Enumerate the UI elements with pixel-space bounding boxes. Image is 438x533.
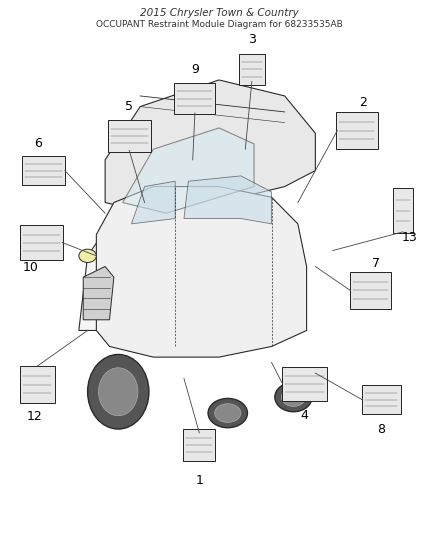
Text: OCCUPANT Restraint Module Diagram for 68233535AB: OCCUPANT Restraint Module Diagram for 68…	[95, 20, 343, 29]
Text: 5: 5	[125, 100, 133, 113]
Polygon shape	[96, 251, 272, 320]
FancyBboxPatch shape	[183, 430, 215, 461]
Text: 3: 3	[248, 34, 256, 46]
Text: 2: 2	[360, 96, 367, 109]
Text: 8: 8	[377, 423, 385, 435]
FancyBboxPatch shape	[362, 385, 400, 414]
Text: 13: 13	[402, 231, 417, 244]
FancyBboxPatch shape	[393, 188, 413, 233]
Polygon shape	[123, 128, 254, 213]
Text: 12: 12	[27, 410, 43, 423]
Polygon shape	[83, 266, 114, 320]
Text: 9: 9	[191, 63, 199, 76]
Circle shape	[99, 368, 138, 416]
FancyBboxPatch shape	[20, 225, 64, 260]
FancyBboxPatch shape	[20, 367, 54, 403]
Ellipse shape	[208, 399, 247, 427]
Ellipse shape	[215, 404, 241, 422]
FancyBboxPatch shape	[174, 83, 215, 115]
Text: 10: 10	[23, 261, 39, 274]
Polygon shape	[184, 176, 272, 224]
Polygon shape	[79, 213, 131, 330]
FancyBboxPatch shape	[282, 367, 327, 401]
FancyBboxPatch shape	[107, 120, 151, 151]
Text: 1: 1	[195, 474, 203, 487]
Text: 4: 4	[300, 409, 308, 422]
Circle shape	[88, 354, 149, 429]
Text: 6: 6	[35, 138, 42, 150]
Polygon shape	[105, 80, 315, 213]
FancyBboxPatch shape	[239, 54, 265, 85]
Polygon shape	[96, 187, 307, 357]
Text: 7: 7	[372, 257, 380, 270]
FancyBboxPatch shape	[22, 156, 66, 185]
Ellipse shape	[281, 388, 306, 407]
Polygon shape	[131, 181, 175, 224]
Text: 2015 Chrysler Town & Country: 2015 Chrysler Town & Country	[140, 8, 298, 18]
Ellipse shape	[79, 249, 96, 263]
FancyBboxPatch shape	[336, 112, 378, 149]
Ellipse shape	[275, 383, 312, 411]
FancyBboxPatch shape	[350, 272, 391, 309]
